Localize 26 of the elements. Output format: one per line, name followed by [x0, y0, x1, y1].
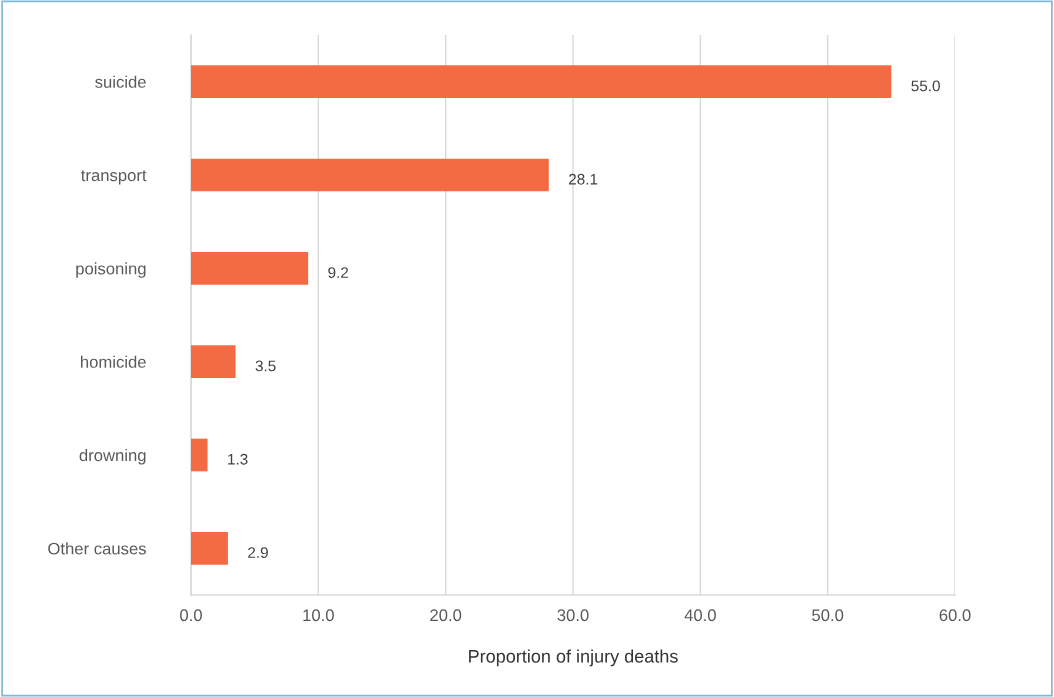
x-tick-label: 0.0: [180, 609, 202, 622]
bar: [191, 438, 208, 472]
x-tick-label: 60.0: [939, 609, 971, 622]
data-label: 2.9: [248, 547, 268, 558]
x-axis-title: Proportion of injury deaths: [469, 649, 678, 667]
x-tick-label: 30.0: [557, 609, 589, 622]
x-tick-label: 50.0: [812, 609, 844, 622]
data-label: 28.1: [569, 173, 598, 185]
data-label: 1.3: [228, 453, 248, 465]
y-tick-label: homicide: [81, 355, 146, 368]
y-tick-label: drowning: [79, 448, 146, 465]
bar: [191, 158, 549, 192]
y-tick-label: transport: [81, 170, 147, 185]
data-label: 3.5: [255, 360, 276, 372]
y-tick-label: Other causes: [48, 542, 146, 555]
bar: [191, 65, 892, 98]
x-tick-label: 40.0: [684, 609, 716, 622]
bar: [191, 345, 236, 378]
y-tick-label: suicide: [95, 75, 146, 88]
bar: [191, 532, 228, 565]
x-tick-label: 10.0: [303, 609, 334, 622]
data-label: 9.2: [328, 267, 349, 278]
bar: [191, 252, 309, 285]
y-tick-label: poisoning: [76, 262, 146, 278]
x-tick-label: 20.0: [430, 609, 462, 622]
data-label: 55.0: [911, 80, 940, 92]
